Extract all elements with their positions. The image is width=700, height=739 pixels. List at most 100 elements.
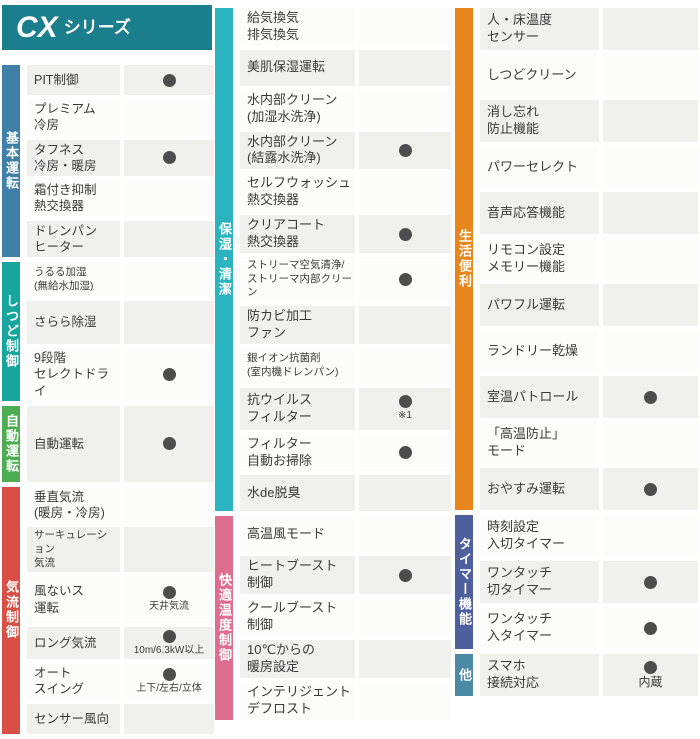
category-group: しつど制御 うるる加湿 (無給水加湿) さらら除湿 9段階 セレクトドライ bbox=[2, 262, 214, 401]
feature-rows: スマホ 接続対応 内蔵 bbox=[480, 654, 700, 696]
feature-value bbox=[124, 139, 214, 176]
feature-row: フィルター 自動お掃除 bbox=[240, 433, 455, 472]
feature-value bbox=[359, 305, 451, 344]
feature-row: リモコン設定 メモリー機能 bbox=[480, 238, 700, 280]
feature-value: 上下/左右/立体 bbox=[124, 663, 214, 700]
feature-value: 10m/6.3kW以上 bbox=[124, 627, 214, 660]
feature-rows: 自動運転 bbox=[27, 405, 214, 482]
feature-value bbox=[124, 301, 214, 344]
feature-label: 抗ウイルス フィルター bbox=[240, 387, 355, 430]
feature-dot-icon bbox=[162, 151, 176, 165]
feature-row: セルフウォッシュ 熱交換器 bbox=[240, 173, 455, 212]
feature-label: ヒートブースト 制御 bbox=[240, 556, 355, 595]
feature-dot-icon bbox=[398, 272, 412, 286]
feature-dot-icon bbox=[644, 660, 657, 674]
feature-value bbox=[124, 262, 214, 297]
feature-label: ワンタッチ 切タイマー bbox=[480, 561, 599, 603]
feature-value bbox=[359, 433, 451, 472]
feature-dot-icon bbox=[398, 395, 412, 409]
feature-label: 風ないス 運転 bbox=[27, 576, 120, 624]
feature-rows: 高温風モード ヒートブースト 制御 クールブースト 制御 10℃からの 暖房設定 インテ… bbox=[240, 516, 455, 720]
feature-row: PIT制御 bbox=[27, 65, 214, 95]
feature-rows: 人・床温度 センサー しつどクリーン 消し忘れ 防止機能 パワーセレクト 音声応答機能リ… bbox=[480, 8, 700, 510]
category-sidebar: 基本運転 bbox=[2, 65, 20, 257]
feature-row: ストリーマ空気清浄/ ストリーマ内部クリーン bbox=[240, 256, 455, 302]
feature-label: インテリジェント デフロスト bbox=[240, 681, 355, 720]
feature-row: 9段階 セレクトドライ bbox=[27, 348, 214, 401]
column-convenience-features: 生活便利 人・床温度 センサー しつどクリーン 消し忘れ 防止機能 パワーセレクト 音声応… bbox=[455, 8, 700, 701]
feature-value bbox=[603, 376, 698, 418]
feature-value bbox=[124, 527, 214, 573]
feature-label: 高温風モード bbox=[240, 516, 355, 553]
feature-label: おやすみ運転 bbox=[480, 468, 599, 510]
feature-note: 上下/左右/立体 bbox=[136, 683, 202, 695]
feature-row: 室温パトロール bbox=[480, 376, 700, 418]
feature-row: サーキュレーション 気流 bbox=[27, 527, 214, 573]
feature-value bbox=[359, 131, 451, 170]
series-header: CX シリーズ bbox=[2, 5, 212, 50]
feature-value: 内蔵 bbox=[603, 654, 698, 696]
feature-label: しつどクリーン bbox=[480, 54, 599, 96]
column-operation-features: CX シリーズ 基本運転 PIT制御プレミアム 冷房 タフネス 冷房・暖房 霜付き抑制… bbox=[2, 0, 214, 739]
feature-value bbox=[359, 681, 451, 720]
feature-row: 消し忘れ 防止機能 bbox=[480, 100, 700, 142]
feature-label: 美肌保湿運転 bbox=[240, 49, 355, 86]
feature-label: 室温パトロール bbox=[480, 376, 599, 418]
feature-row: ヒートブースト 制御 bbox=[240, 556, 455, 595]
feature-label: 9段階 セレクトドライ bbox=[27, 348, 120, 401]
feature-value bbox=[603, 561, 698, 603]
feature-label: 銀イオン抗菌剤 (室内機ドレンパン) bbox=[240, 347, 355, 384]
feature-value bbox=[124, 486, 214, 524]
feature-value bbox=[124, 703, 214, 734]
feature-label: ドレンパン ヒーター bbox=[27, 220, 120, 257]
feature-rows: うるる加湿 (無給水加湿) さらら除湿 9段階 セレクトドライ bbox=[27, 262, 214, 401]
category-sidebar: 快適温度制御 bbox=[215, 516, 233, 720]
category-group: 基本運転 PIT制御プレミアム 冷房 タフネス 冷房・暖房 霜付き抑制 熱交換器 ドレン… bbox=[2, 65, 214, 257]
category-sidebar: タイマー機能 bbox=[455, 515, 473, 649]
feature-row: スマホ 接続対応 内蔵 bbox=[480, 654, 700, 696]
feature-row: 美肌保湿運転 bbox=[240, 49, 455, 86]
feature-label: サーキュレーション 気流 bbox=[27, 527, 120, 573]
feature-label: 水内部クリーン (加湿水洗浄) bbox=[240, 89, 355, 128]
series-suffix: シリーズ bbox=[63, 18, 131, 37]
feature-row: ドレンパン ヒーター bbox=[27, 220, 214, 257]
feature-row: 自動運転 bbox=[27, 405, 214, 482]
feature-row: 水内部クリーン (結露水洗浄) bbox=[240, 131, 455, 170]
feature-row: クリアコート 熱交換器 bbox=[240, 215, 455, 253]
feature-note: 内蔵 bbox=[638, 674, 663, 689]
feature-value bbox=[359, 598, 451, 636]
feature-label: ストリーマ空気清浄/ ストリーマ内部クリーン bbox=[240, 256, 355, 302]
category-sidebar: 自動運転 bbox=[2, 405, 20, 482]
feature-row: 霜付き抑制 熱交換器 bbox=[27, 180, 214, 217]
feature-value bbox=[603, 146, 698, 188]
feature-value: ※1 bbox=[359, 387, 451, 430]
feature-value bbox=[603, 54, 698, 96]
feature-row: クールブースト 制御 bbox=[240, 598, 455, 636]
feature-row: タフネス 冷房・暖房 bbox=[27, 139, 214, 176]
feature-row: おやすみ運転 bbox=[480, 468, 700, 510]
feature-row: 風ないス 運転 天井気流 bbox=[27, 576, 214, 624]
feature-row: プレミアム 冷房 bbox=[27, 99, 214, 136]
feature-dot-icon bbox=[644, 482, 657, 496]
feature-value bbox=[124, 220, 214, 257]
feature-row: 時刻設定 入切タイマー bbox=[480, 515, 700, 557]
feature-value bbox=[603, 8, 698, 50]
feature-dot-icon bbox=[162, 367, 176, 381]
feature-dot-icon bbox=[644, 390, 657, 404]
category-group: 快適温度制御 高温風モード ヒートブースト 制御 クールブースト 制御 10℃からの 暖… bbox=[215, 516, 455, 720]
feature-rows: 垂直気流 (暖房・冷房) サーキュレーション 気流 風ないス 運転 天井気流 ロング気流… bbox=[27, 486, 214, 734]
feature-value bbox=[603, 284, 698, 326]
category-group: タイマー機能 時刻設定 入切タイマー ワンタッチ 切タイマー ワンタッチ 入タイマー bbox=[455, 515, 700, 649]
feature-label: 「高温防止」 モード bbox=[480, 422, 599, 464]
feature-value bbox=[359, 173, 451, 212]
category-group: 保湿・清潔 給気換気 排気換気 美肌保湿運転 水内部クリーン (加湿水洗浄) 水内部クリ… bbox=[215, 8, 455, 512]
feature-label: クールブースト 制御 bbox=[240, 598, 355, 636]
column-clean-comfort-features: 保湿・清潔 給気換気 排気換気 美肌保湿運転 水内部クリーン (加湿水洗浄) 水内部クリ… bbox=[215, 8, 455, 725]
feature-value bbox=[603, 100, 698, 142]
feature-rows: 時刻設定 入切タイマー ワンタッチ 切タイマー ワンタッチ 入タイマー bbox=[480, 515, 700, 649]
feature-label: センサー風向 bbox=[27, 703, 120, 734]
feature-label: スマホ 接続対応 bbox=[480, 654, 599, 696]
feature-value bbox=[359, 89, 451, 128]
feature-value bbox=[603, 422, 698, 464]
feature-value bbox=[359, 639, 451, 678]
